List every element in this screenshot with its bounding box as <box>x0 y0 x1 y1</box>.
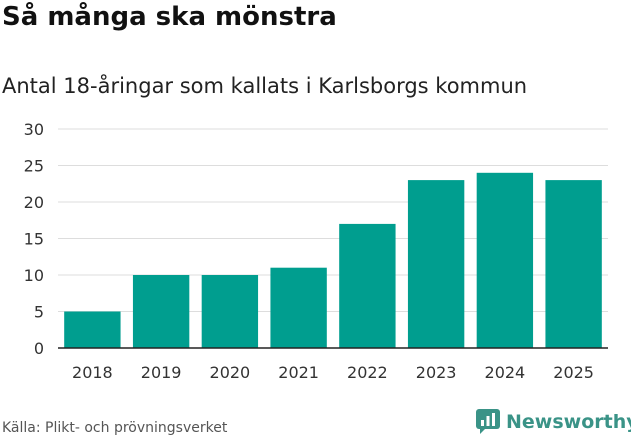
x-tick-label: 2024 <box>485 363 526 382</box>
logo-text: Newsworthy <box>506 411 631 433</box>
bar-2020 <box>201 275 259 348</box>
y-tick-label: 10 <box>24 266 44 285</box>
bar-2025 <box>545 180 602 348</box>
bar-2024 <box>476 172 534 348</box>
chart-subtitle: Antal 18-åringar som kallats i Karlsborg… <box>2 74 528 98</box>
y-tick-label: 15 <box>24 230 44 249</box>
y-tick-label: 25 <box>24 157 44 176</box>
x-tick-label: 2023 <box>416 363 457 382</box>
y-tick-label: 0 <box>34 339 44 358</box>
x-tick-label: 2019 <box>141 363 182 382</box>
y-tick-label: 30 <box>24 120 44 139</box>
x-tick-label: 2021 <box>278 363 319 382</box>
source-note: Källa: Plikt- och prövningsverket <box>2 420 228 436</box>
chart-title: Så många ska mönstra <box>2 2 337 32</box>
bar-2022 <box>339 223 396 348</box>
newsworthy-icon <box>476 409 500 434</box>
y-tick-label: 20 <box>24 193 44 212</box>
x-tick-label: 2022 <box>347 363 388 382</box>
newsworthy-logo: Newsworthy <box>476 408 631 436</box>
y-tick-label: 5 <box>34 303 44 322</box>
bar-2021 <box>270 267 327 348</box>
x-tick-label: 2018 <box>72 363 113 382</box>
bar-2018 <box>64 311 121 348</box>
bar-2019 <box>132 275 190 348</box>
x-tick-label: 2025 <box>553 363 594 382</box>
bar-2023 <box>407 180 465 348</box>
x-tick-label: 2020 <box>210 363 251 382</box>
